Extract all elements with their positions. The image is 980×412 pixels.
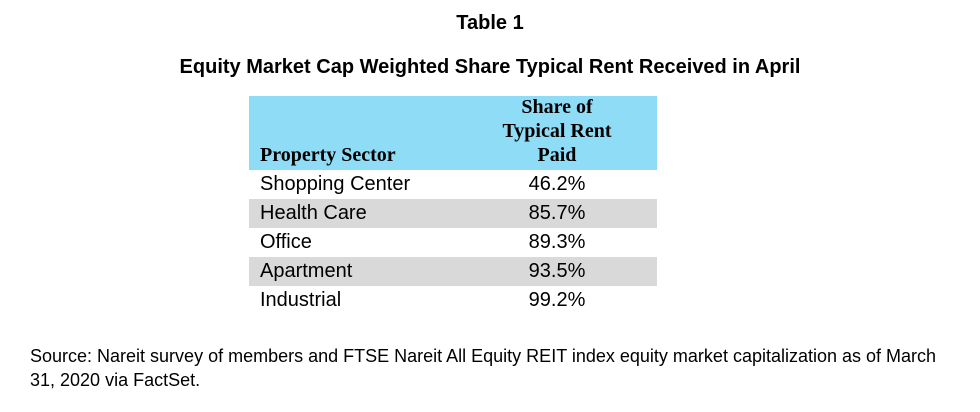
sector-cell: Industrial: [260, 289, 342, 311]
share-cell: 93.5%: [528, 260, 586, 282]
table-row: Shopping Center 46.2%: [249, 170, 657, 199]
share-cell: 89.3%: [528, 231, 586, 253]
column-header-property-sector: Property Sector: [260, 144, 396, 166]
sector-cell: Office: [260, 231, 312, 253]
share-cell: 46.2%: [528, 173, 586, 195]
share-cell: 99.2%: [528, 289, 586, 311]
sector-cell: Apartment: [260, 260, 353, 282]
table-title: Equity Market Cap Weighted Share Typical…: [179, 56, 801, 78]
table-row: Industrial 99.2%: [249, 286, 657, 315]
sector-cell: Health Care: [260, 202, 367, 224]
table-row: Health Care 85.7%: [249, 199, 657, 228]
column-header-share-of-rent: Share of Typical Rent Paid: [502, 96, 612, 166]
table-row: Office 89.3%: [249, 228, 657, 257]
sector-cell: Shopping Center: [260, 173, 411, 195]
table-row: Apartment 93.5%: [249, 257, 657, 286]
table-label: Table 1: [456, 12, 524, 34]
table-header-row: Property Sector Share of Typical Rent Pa…: [249, 96, 657, 170]
share-cell: 85.7%: [528, 202, 586, 224]
source-note: Source: Nareit survey of members and FTS…: [30, 346, 937, 390]
rent-share-table: Property Sector Share of Typical Rent Pa…: [249, 96, 657, 315]
